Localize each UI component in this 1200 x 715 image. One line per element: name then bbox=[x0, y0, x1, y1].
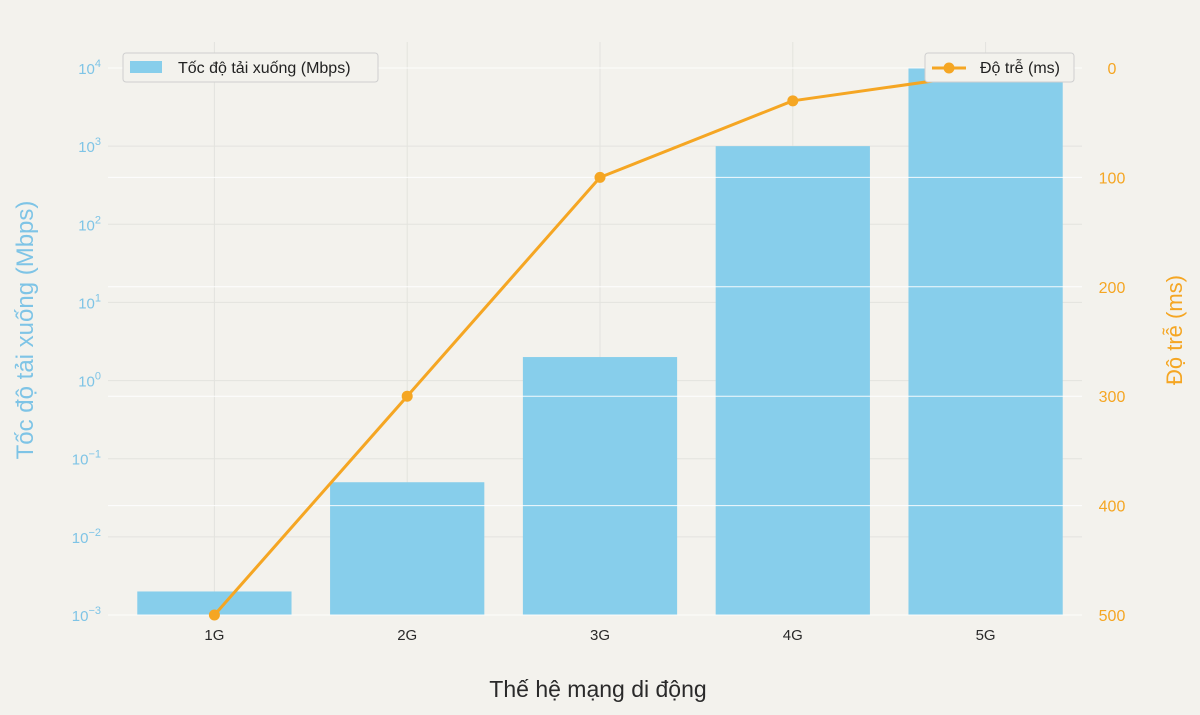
x-axis-title: Thế hệ mạng di động bbox=[489, 676, 706, 702]
legend-right-box bbox=[924, 52, 1075, 83]
x-tick-label: 2G bbox=[397, 627, 417, 644]
y-left-tick-label: 10−2 bbox=[72, 527, 101, 547]
y-right-tick-label: 100 bbox=[1099, 170, 1126, 187]
legend-left-box bbox=[122, 52, 379, 83]
bar bbox=[330, 482, 485, 615]
bar bbox=[522, 357, 678, 615]
legend-line-label: Độ trễ (ms) bbox=[980, 58, 1060, 77]
legend-right: Độ trễ (ms) bbox=[924, 52, 1075, 83]
y-left-tick-label: 101 bbox=[78, 292, 101, 312]
legend-bar-label: Tốc độ tải xuống (Mbps) bbox=[178, 60, 351, 77]
latency-point bbox=[208, 609, 220, 621]
y-left-tick-label: 103 bbox=[78, 136, 101, 156]
y-right-tick-label: 0 bbox=[1108, 61, 1117, 78]
y-right-tick-label: 300 bbox=[1099, 389, 1126, 406]
legend-bar-swatch bbox=[130, 61, 162, 73]
y-left-tick-label: 104 bbox=[78, 58, 101, 78]
latency-point bbox=[594, 171, 606, 183]
x-tick-label: 4G bbox=[783, 627, 803, 644]
y-left-axis-title: Tốc độ tải xuống (Mbps) bbox=[12, 201, 39, 460]
latency-point bbox=[401, 390, 413, 402]
y-left-tick-label: 102 bbox=[78, 214, 101, 234]
legend-line-marker bbox=[943, 62, 955, 74]
x-tick-label: 3G bbox=[590, 627, 610, 644]
y-right-tick-label: 200 bbox=[1099, 280, 1126, 297]
bar-series bbox=[108, 67, 1082, 616]
legend-left: Tốc độ tải xuống (Mbps) bbox=[122, 52, 379, 83]
y-left-tick-label: 10−1 bbox=[72, 449, 101, 469]
y-left-tick-label: 100 bbox=[78, 371, 101, 391]
bar bbox=[908, 68, 1063, 615]
ticks: 104 103 102 101 100 10−1 10−2 10−3 0 100 200 300 400… bbox=[72, 58, 1126, 644]
latency-point bbox=[787, 95, 799, 107]
bar bbox=[715, 146, 870, 615]
bar bbox=[137, 591, 292, 615]
y-right-tick-label: 400 bbox=[1099, 499, 1126, 516]
x-tick-label: 5G bbox=[976, 627, 996, 644]
y-right-tick-label: 500 bbox=[1099, 608, 1126, 625]
x-tick-label: 1G bbox=[204, 627, 224, 644]
y-right-axis-title: Độ trễ (ms) bbox=[1162, 275, 1187, 385]
y-left-tick-label: 10−3 bbox=[72, 605, 101, 625]
